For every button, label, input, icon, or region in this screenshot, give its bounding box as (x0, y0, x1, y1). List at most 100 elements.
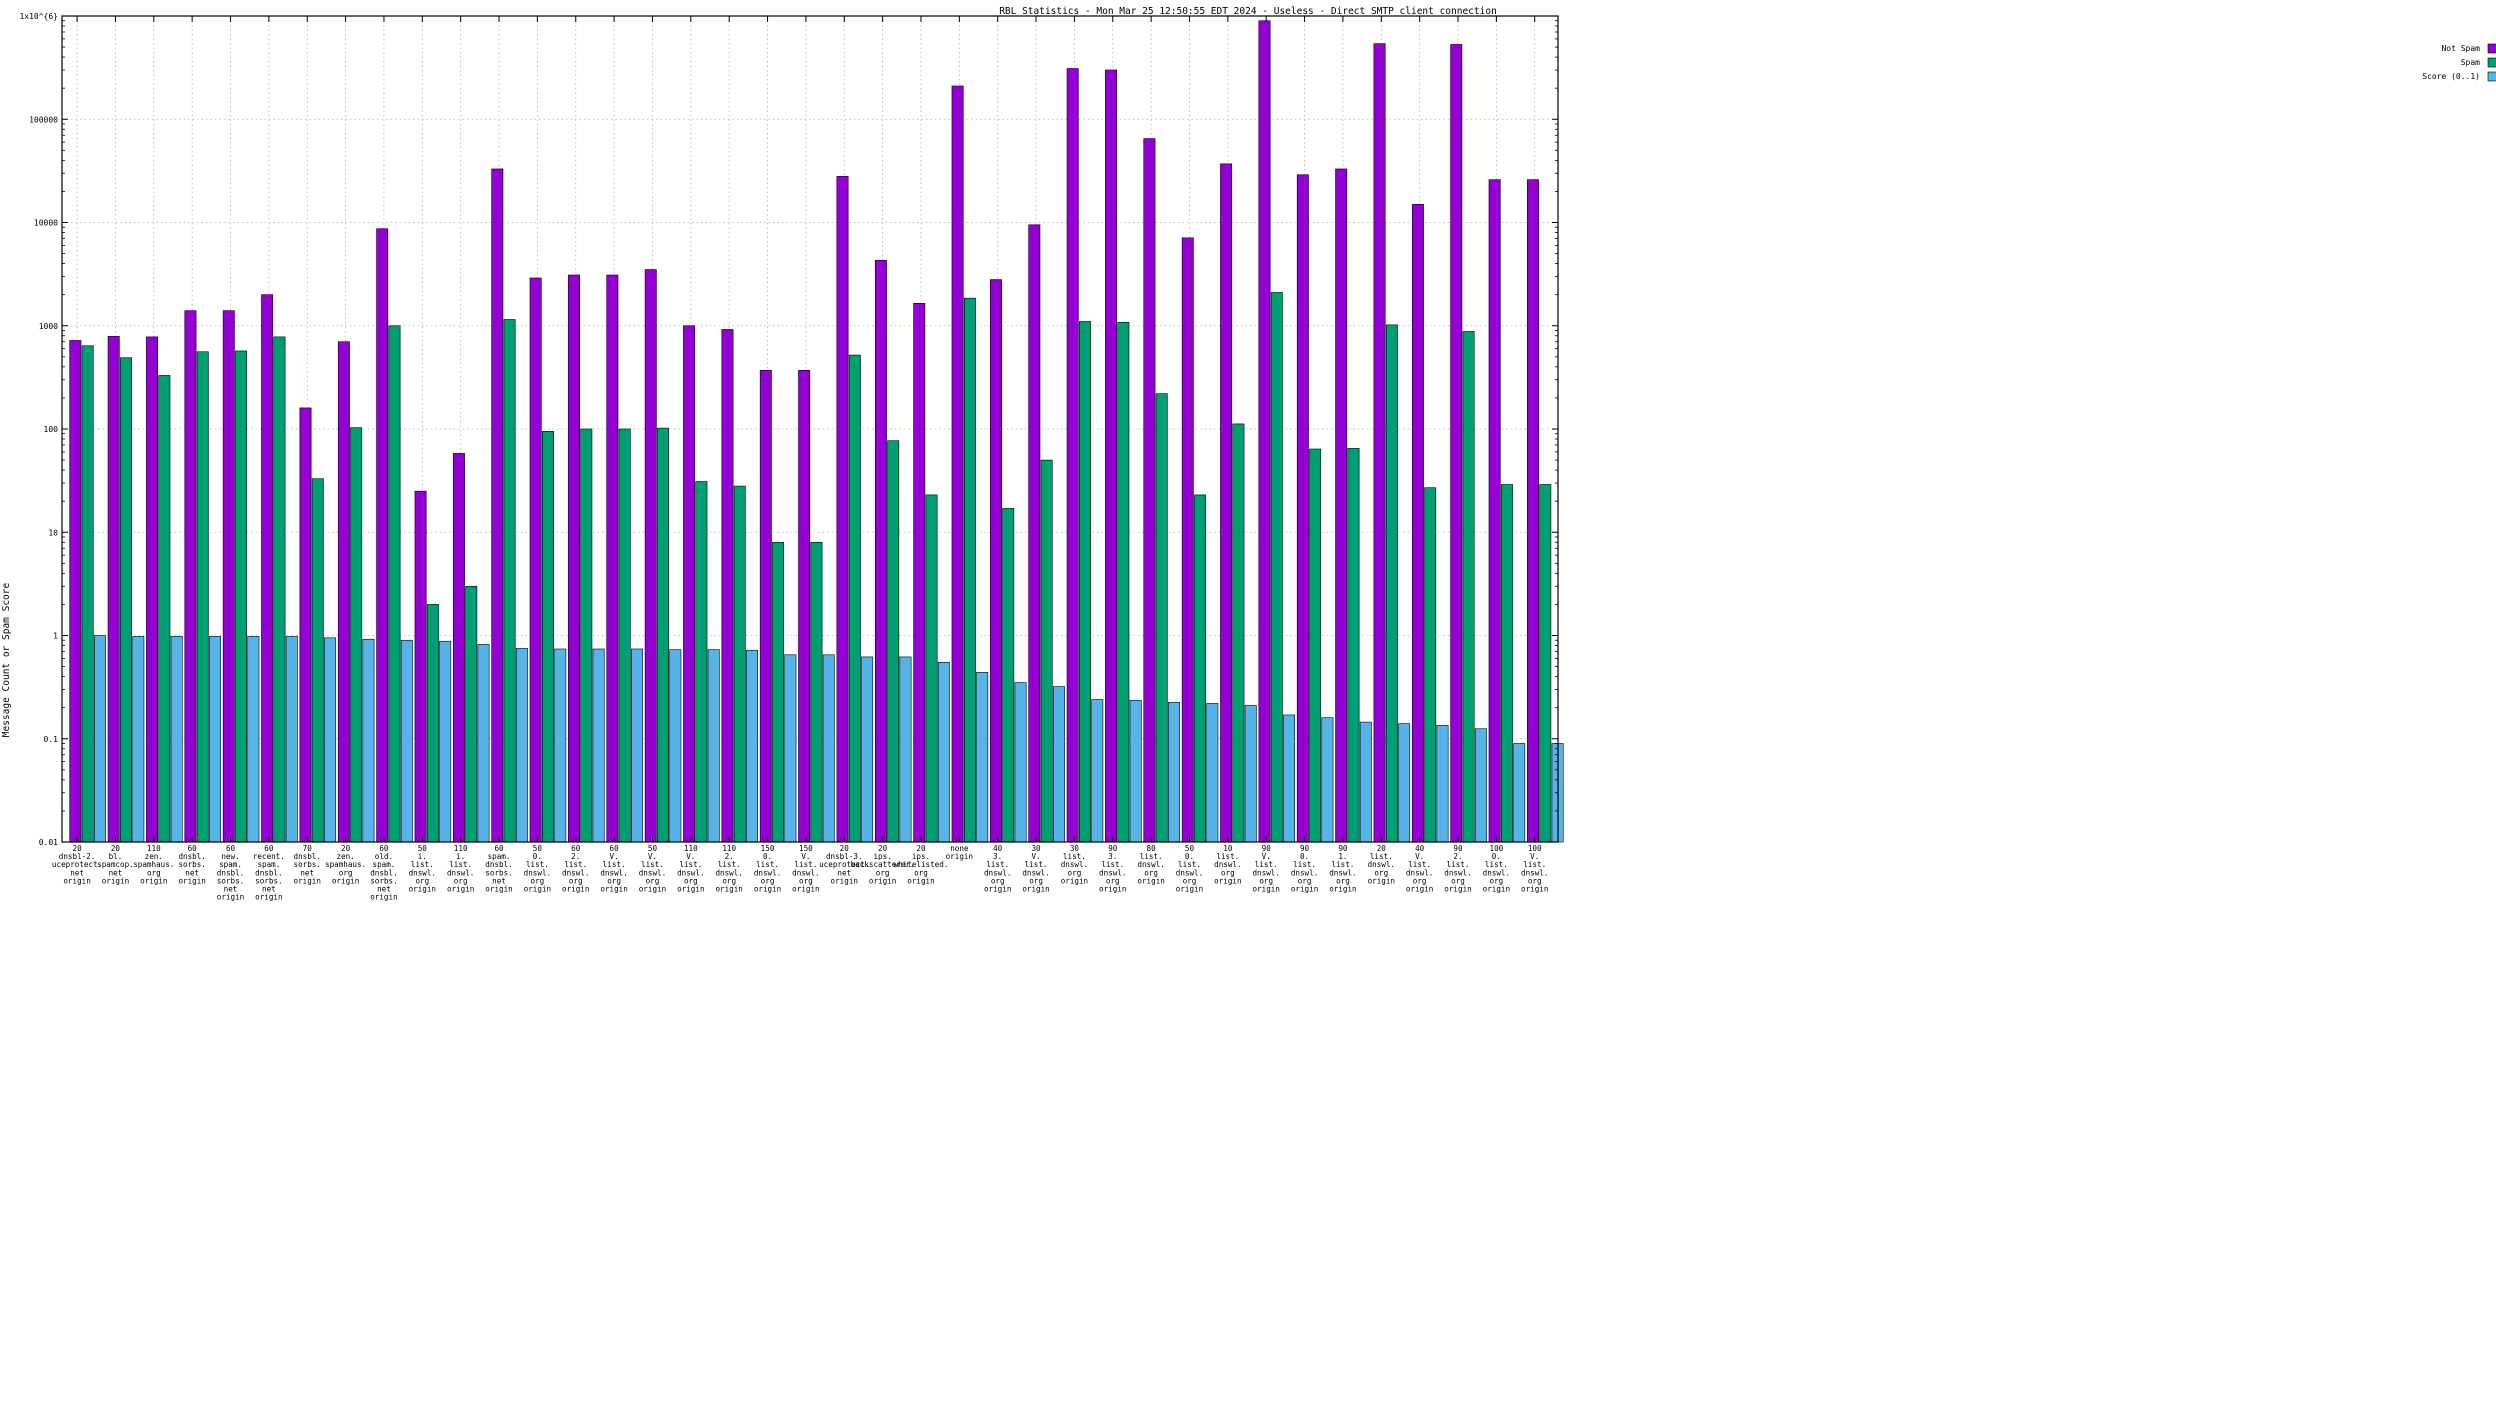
x-tick-label-line: 110 (684, 844, 698, 853)
bar-not-spam (107, 336, 120, 843)
bar-spam (311, 478, 324, 843)
bar-spam (1500, 484, 1513, 843)
x-tick-label-line: 40 (1415, 844, 1425, 853)
x-tick-label-line: origin (1022, 885, 1049, 894)
bar-not-spam (1450, 44, 1463, 843)
x-tick-label-line: new. (221, 852, 239, 861)
x-tick-label-line: list. (986, 860, 1009, 869)
x-tick-label-line: 50 (648, 844, 658, 853)
x-tick-label-line: list. (1178, 860, 1201, 869)
bar-score-0-1 (1474, 728, 1487, 843)
x-tick-label-line: dnswl. (754, 868, 781, 877)
legend-swatch (2487, 71, 2496, 82)
x-tick-label-line: 50 (1185, 844, 1195, 853)
x-tick-label-line: dnsbl. (370, 868, 397, 877)
x-tick-label-line: dnswl. (1099, 868, 1126, 877)
bar-not-spam (337, 341, 350, 843)
x-tick-label-line: org (1144, 868, 1158, 877)
x-tick-label-line: list. (1140, 852, 1163, 861)
x-tick-label-line: 2. (1453, 852, 1462, 861)
bar-score-0-1 (132, 636, 145, 843)
x-tick-label-line: ips. (912, 852, 930, 861)
bar-spam (465, 585, 478, 843)
bar-score-0-1 (1244, 705, 1257, 843)
bar-spam (1462, 331, 1475, 843)
x-tick-label: 10 list. dnswl. org origin (1214, 844, 1241, 885)
x-tick-label-line: origin (1137, 876, 1164, 885)
x-tick-label-line: sorbs. (178, 860, 205, 869)
bar-score-0-1 (1513, 743, 1526, 843)
x-tick-label-line: 2. (725, 852, 734, 861)
x-tick-label-line: org (684, 876, 698, 885)
x-tick-label: 90 3. list. dnswl. org origin (1099, 844, 1126, 894)
x-tick-label-line: sorbs. (370, 876, 397, 885)
bar-spam (733, 485, 746, 843)
x-tick-label-line: spamhaus. (325, 860, 366, 869)
x-tick-label-line: list. (1293, 860, 1316, 869)
legend-label: Score (0..1) (2422, 72, 2480, 81)
bar-spam (1040, 459, 1053, 843)
x-tick-label-line: org (1106, 876, 1120, 885)
x-tick-label-line: list. (411, 860, 434, 869)
x-tick-label-line: V. (801, 852, 810, 861)
x-tick-label-line: org (1336, 876, 1350, 885)
x-tick-label-line: i. (456, 852, 465, 861)
x-tick-label-line: 60 (264, 844, 274, 853)
x-tick-label-line: V. (1262, 852, 1271, 861)
bar-spam (1194, 494, 1207, 843)
x-tick-label-line: 0. (1300, 852, 1309, 861)
x-tick-label-line: dnswl. (447, 868, 474, 877)
bar-spam (273, 336, 286, 843)
x-tick-label-line: list. (679, 860, 702, 869)
x-tick-label-line: list. (1101, 860, 1124, 869)
x-tick-label: 20 bl. spamcop. net origin (97, 844, 134, 885)
x-tick-label-line: sorbs. (255, 876, 282, 885)
x-tick-label-line: dnswl. (1252, 868, 1279, 877)
y-axis-label: Message Count or Spam Score (1, 583, 12, 738)
x-tick-label-line: net (185, 868, 199, 877)
bar-spam (1155, 393, 1168, 843)
x-tick-label-line: origin (370, 893, 397, 902)
x-tick-label-line: net (377, 885, 391, 894)
bar-spam (1385, 324, 1398, 843)
x-tick-label-line: V. (1031, 852, 1040, 861)
x-tick-label: 60 new. spam. dnsbl. sorbs. net origin (217, 844, 244, 902)
x-tick-label-line: V. (610, 852, 619, 861)
bar-score-0-1 (94, 635, 106, 843)
bar-spam (580, 428, 593, 843)
x-tick-label-line: backscatterer. (851, 860, 915, 869)
x-tick-label-line: 60 (610, 844, 620, 853)
x-tick-label-line: 0. (1185, 852, 1194, 861)
bar-score-0-1 (247, 636, 260, 843)
bar-score-0-1 (170, 636, 183, 843)
legend: Not Spam Spam Score (0..1) (2422, 43, 2496, 82)
x-tick-label: 20 list. dnswl. org origin (1368, 844, 1395, 885)
x-tick-label-line: dnswl. (1368, 860, 1395, 869)
x-tick-label-line: 100 (1528, 844, 1542, 853)
bar-score-0-1 (477, 644, 490, 843)
bar-not-spam (759, 370, 772, 843)
bar-not-spam (1181, 237, 1194, 843)
x-tick-label-line: origin (1176, 885, 1203, 894)
x-tick-label-line: dnsbl. (294, 852, 321, 861)
x-tick-label-line: list. (1447, 860, 1470, 869)
bar-spam (235, 350, 248, 843)
x-tick-label-line: origin (639, 885, 666, 894)
x-tick-label-line: 20 (111, 844, 121, 853)
x-tick-label-line: origin (869, 876, 896, 885)
x-tick-label: 50 0. list. dnswl. org origin (1176, 844, 1203, 894)
x-tick-label-line: 0. (1492, 852, 1501, 861)
bar-not-spam (146, 336, 159, 843)
x-tick-label: 20 ips. backscatterer. org origin (851, 844, 915, 885)
x-tick-label-line: dnswl. (600, 868, 627, 877)
x-tick-label-line: list. (1216, 852, 1239, 861)
x-tick-label-line: list. (526, 860, 549, 869)
bar-score-0-1 (400, 639, 413, 843)
x-tick-label-line: dnswl. (1329, 868, 1356, 877)
x-tick-label-line: 10 (1223, 844, 1233, 853)
bar-score-0-1 (515, 648, 528, 843)
x-tick-label: none origin (946, 844, 973, 861)
x-tick-label-line: list. (641, 860, 664, 869)
x-tick-label-line: org (722, 876, 736, 885)
bar-spam (1347, 448, 1360, 843)
